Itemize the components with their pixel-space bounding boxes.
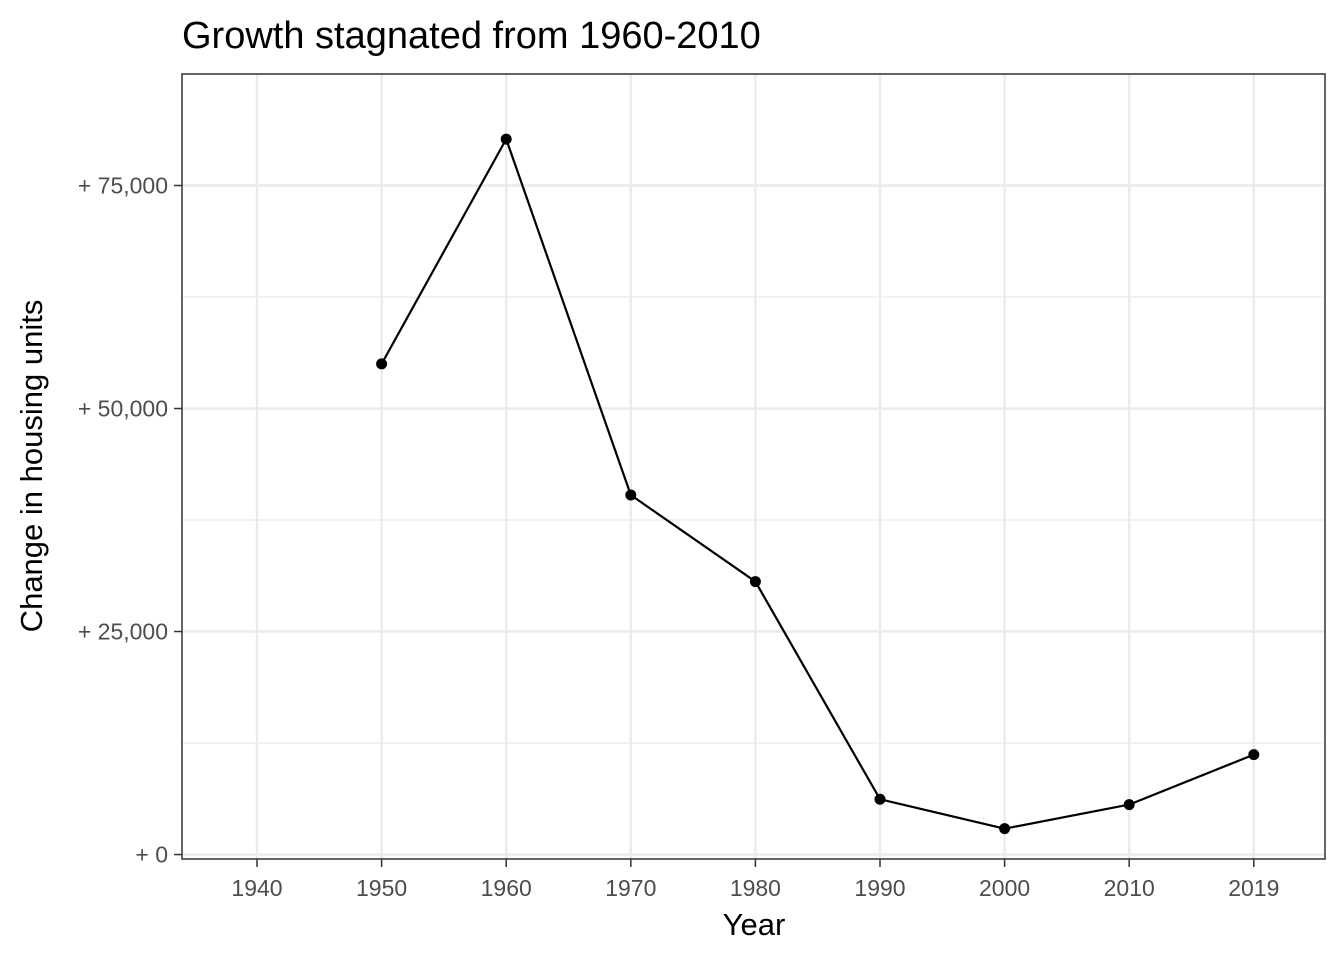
x-tick-label: 1940 <box>231 875 282 901</box>
data-point <box>376 358 388 370</box>
data-point <box>500 133 512 145</box>
series-line <box>380 138 1255 830</box>
data-point <box>874 793 886 805</box>
plot-panel-border <box>181 73 1326 860</box>
x-tick-label: 2000 <box>979 875 1030 901</box>
x-tick-label: 1970 <box>605 875 656 901</box>
x-tick-label: 1980 <box>730 875 781 901</box>
x-tick-label: 2010 <box>1104 875 1155 901</box>
x-axis: 1940 1950 1960 1970 1980 1990 2000 2010 2019 <box>231 859 1279 901</box>
data-point <box>1123 799 1135 811</box>
y-axis-title: Change in housing units <box>14 300 49 633</box>
chart-title: Growth stagnated from 1960-2010 <box>182 15 761 57</box>
y-axis: + 0 + 25,000 + 50,000 + 75,000 <box>78 173 182 868</box>
data-point <box>1248 749 1260 761</box>
y-tick-label: + 0 <box>135 842 168 868</box>
series-layer <box>376 133 1260 835</box>
data-point <box>625 489 637 501</box>
grid <box>182 73 1325 859</box>
y-tick-label: + 25,000 <box>78 619 168 645</box>
x-tick-label: 1950 <box>356 875 407 901</box>
x-tick-label: 1990 <box>854 875 905 901</box>
data-point <box>749 576 761 588</box>
x-axis-title: Year <box>723 907 786 942</box>
y-tick-label: + 50,000 <box>78 396 168 422</box>
data-point <box>999 823 1011 835</box>
x-tick-label: 1960 <box>481 875 532 901</box>
x-tick-label: 2019 <box>1228 875 1279 901</box>
y-tick-label: + 75,000 <box>78 173 168 199</box>
